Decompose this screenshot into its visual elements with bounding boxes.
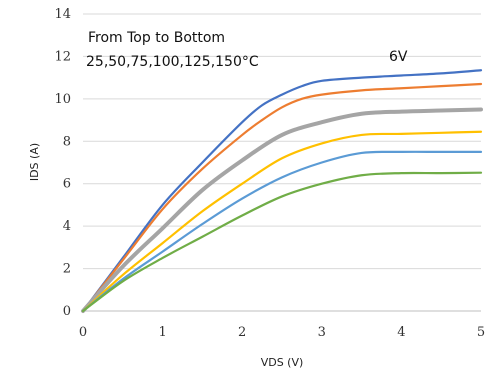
series-line-1	[81, 69, 483, 313]
x-axis-title: VDS (V)	[261, 356, 304, 369]
y-tick-label: 6	[63, 177, 71, 192]
y-axis-title: IDS (A)	[28, 143, 41, 181]
y-tick-label: 4	[63, 219, 71, 234]
series-line-5	[81, 150, 483, 313]
x-tick-label: 3	[318, 325, 326, 340]
y-tick-label: 2	[63, 262, 71, 277]
y-tick-label: 12	[54, 49, 71, 64]
series-line-4	[81, 130, 483, 313]
series-line-2	[81, 82, 483, 313]
annotation-gate-voltage: 6V	[389, 49, 408, 65]
y-tick-label: 14	[54, 7, 71, 22]
series-line-6	[81, 171, 483, 313]
y-tick-label: 8	[63, 134, 71, 149]
x-tick-label: 2	[238, 325, 246, 340]
y-tick-label: 10	[54, 92, 71, 107]
x-tick-label: 1	[158, 325, 166, 340]
annotation-order-heading: From Top to Bottom	[88, 30, 225, 46]
y-tick-label: 0	[63, 304, 71, 319]
x-tick-label: 5	[477, 325, 485, 340]
annotation-temperature-list: 25,50,75,100,125,150°C	[86, 54, 259, 70]
series-group	[81, 69, 483, 313]
series-line-3	[81, 107, 483, 313]
x-tick-label: 4	[397, 325, 405, 340]
x-tick-label: 0	[79, 325, 87, 340]
